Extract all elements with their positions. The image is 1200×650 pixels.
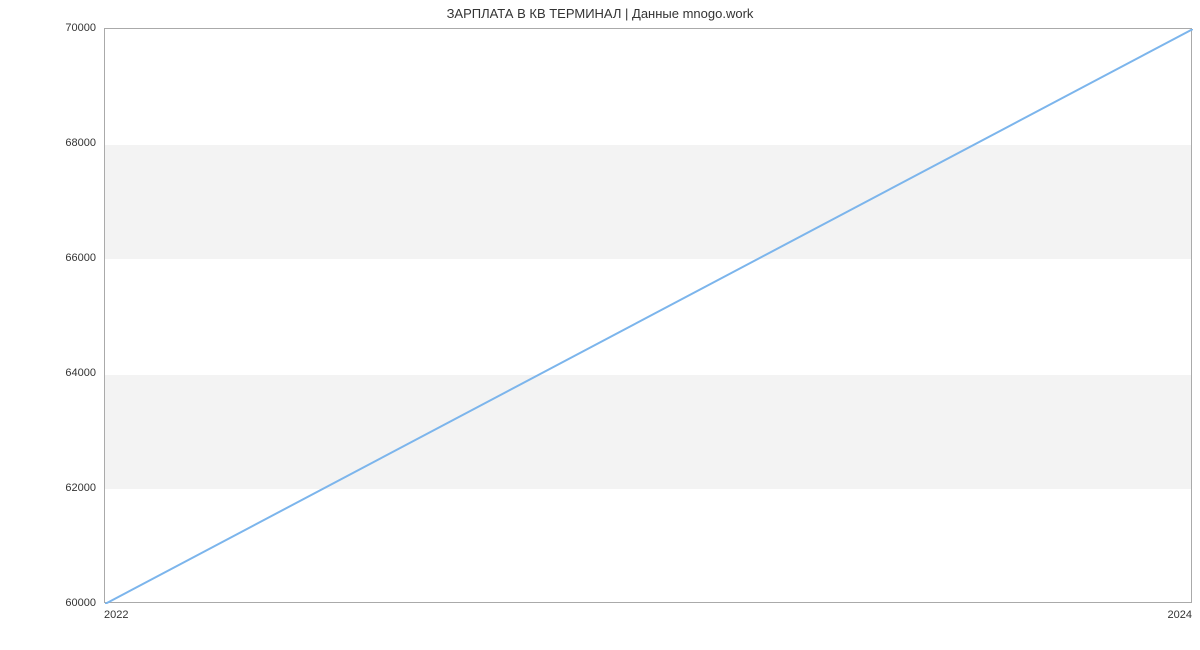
salary-line-chart: ЗАРПЛАТА В КВ ТЕРМИНАЛ | Данные mnogo.wo… [0,0,1200,650]
x-tick-label: 2022 [104,609,128,621]
x-tick-label: 2024 [1168,609,1192,621]
y-tick-label: 66000 [0,252,96,264]
y-tick-label: 70000 [0,22,96,34]
y-tick-label: 68000 [0,137,96,149]
series-line [105,29,1193,604]
y-tick-label: 62000 [0,482,96,494]
y-gridline [105,604,1191,605]
chart-title: ЗАРПЛАТА В КВ ТЕРМИНАЛ | Данные mnogo.wo… [0,6,1200,21]
plot-area [104,28,1192,603]
y-tick-label: 60000 [0,597,96,609]
y-tick-label: 64000 [0,367,96,379]
